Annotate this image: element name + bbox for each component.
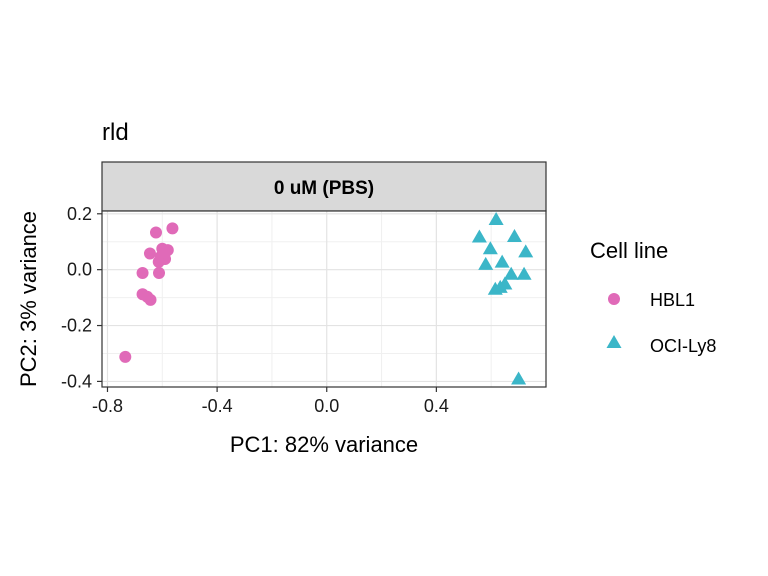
data-point-hbl1 <box>143 247 156 260</box>
x-tick-label: 0.4 <box>424 396 449 416</box>
data-point-ocily8 <box>494 254 510 268</box>
y-tick-label: 0.0 <box>67 260 92 280</box>
data-point-hbl1 <box>136 267 149 280</box>
legend-label-hbl1: HBL1 <box>650 290 695 310</box>
legend: Cell line HBL1 OCI-Ly8 <box>590 238 716 356</box>
data-point-hbl1 <box>153 267 166 280</box>
minor-gridlines <box>102 211 546 387</box>
y-tick-label: -0.2 <box>61 316 92 336</box>
data-point-ocily8 <box>506 228 522 242</box>
legend-key-ocily8 <box>606 335 622 348</box>
x-axis-label: PC1: 82% variance <box>230 432 418 457</box>
legend-title: Cell line <box>590 238 668 263</box>
data-point-ocily8 <box>516 266 532 280</box>
x-axis-ticks: -0.8 -0.4 0.0 0.4 <box>92 387 449 416</box>
data-point-hbl1 <box>119 350 132 363</box>
y-tick-label: 0.2 <box>67 204 92 224</box>
data-point-ocily8 <box>478 256 494 270</box>
facet-strip <box>101 161 547 212</box>
y-axis-label: PC2: 3% variance <box>16 211 41 387</box>
data-point-hbl1 <box>166 222 179 235</box>
data-point-ocily8 <box>503 266 519 280</box>
data-point-hbl1 <box>152 255 165 268</box>
plot-panel-border <box>101 210 547 388</box>
y-tick-label: -0.4 <box>61 371 92 391</box>
data-point-ocily8 <box>518 244 534 258</box>
data-points <box>119 211 534 385</box>
data-point-ocily8 <box>511 371 527 385</box>
major-gridlines <box>102 211 546 387</box>
x-tick-label: -0.8 <box>92 396 123 416</box>
data-point-ocily8 <box>488 211 504 225</box>
plot-panel <box>102 211 546 387</box>
x-tick-label: 0.0 <box>314 396 339 416</box>
facet-label: 0 uM (PBS) <box>274 178 374 199</box>
data-point-ocily8 <box>482 241 498 255</box>
chart-title: rld <box>102 119 129 146</box>
data-point-ocily8 <box>471 229 487 243</box>
legend-label-ocily8: OCI-Ly8 <box>650 336 716 356</box>
data-point-ocily8 <box>487 281 503 295</box>
data-point-hbl1 <box>144 293 157 306</box>
legend-key-hbl1 <box>608 293 620 305</box>
data-point-hbl1 <box>149 226 162 239</box>
y-axis-ticks: 0.2 0.0 -0.2 -0.4 <box>61 204 102 391</box>
x-tick-label: -0.4 <box>202 396 233 416</box>
